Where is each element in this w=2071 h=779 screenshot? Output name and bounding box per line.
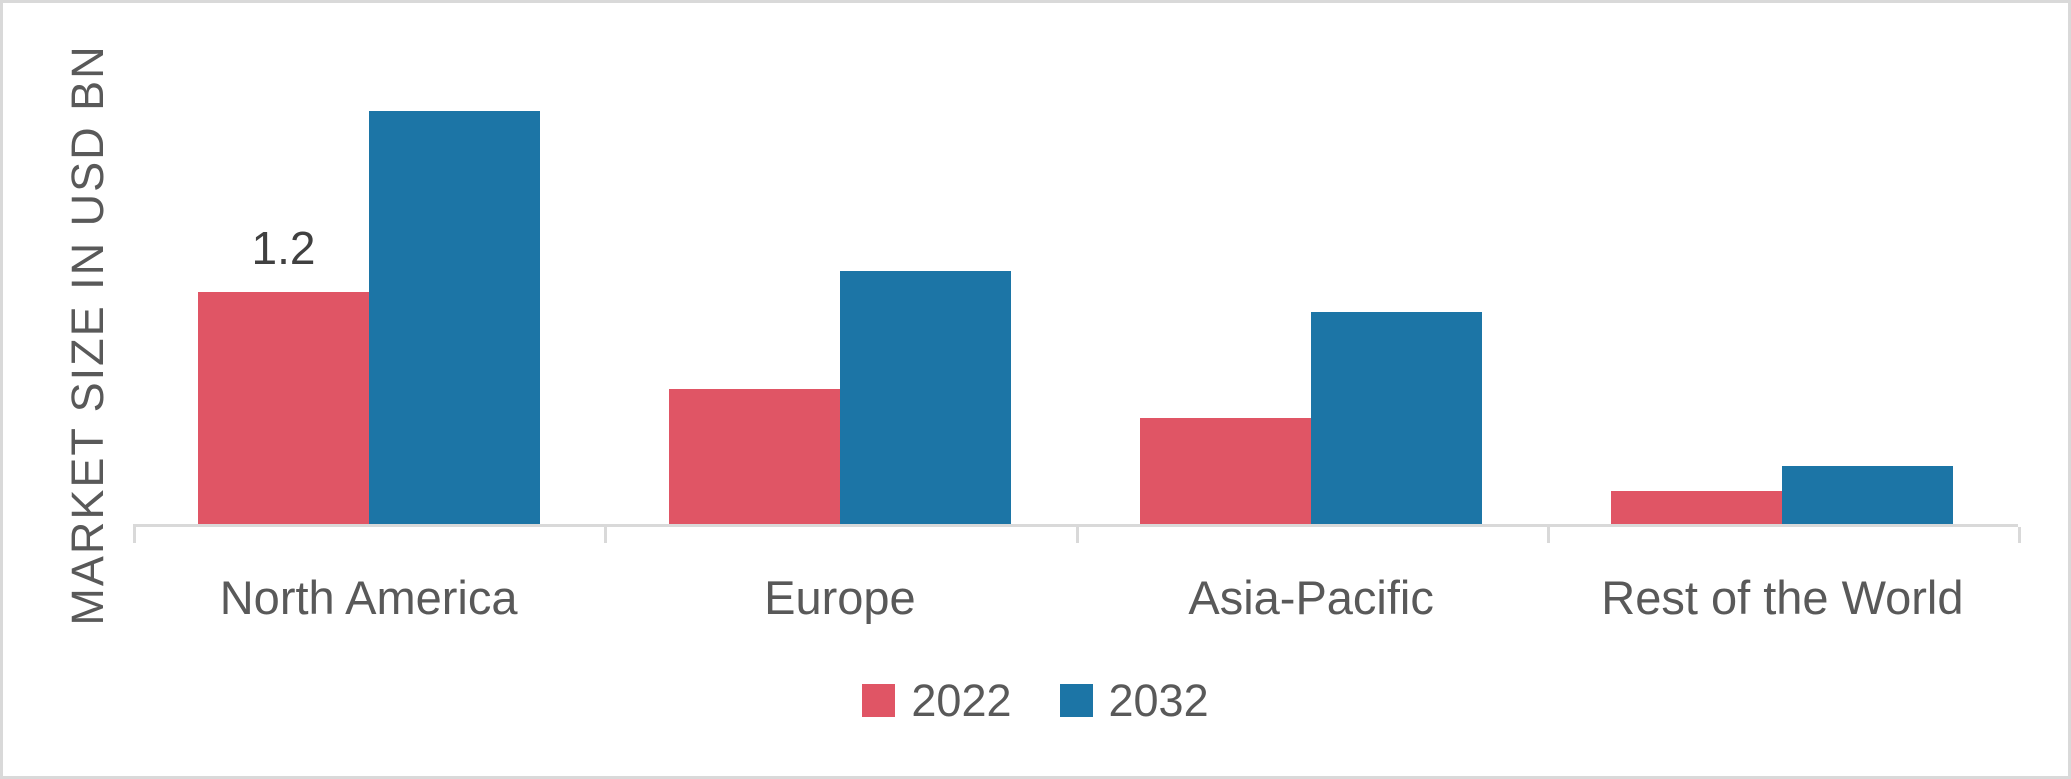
category-label-rest-of-the-world: Rest of the World	[1601, 571, 1964, 624]
category-label-asia-pacific: Asia-Pacific	[1188, 571, 1434, 624]
x-axis-tick	[1547, 527, 1550, 543]
bar-2032-asia-pacific	[1311, 312, 1482, 524]
bar-2022-europe	[669, 389, 840, 524]
bar-2022-rest-of-the-world	[1611, 491, 1782, 524]
x-axis-tick	[133, 527, 136, 543]
bar-2032-rest-of-the-world	[1782, 466, 1953, 524]
x-axis-category-labels: North America Europe Asia-Pacific Rest of t…	[133, 572, 2018, 624]
x-axis-tick	[1076, 527, 1079, 543]
bar-2032-europe	[840, 271, 1011, 524]
legend-swatch-icon	[1059, 684, 1093, 717]
legend-item-2032: 2032	[1059, 675, 1209, 726]
y-axis-title: MARKET SIZE IN USD BN	[62, 44, 113, 626]
bar-2022-north-america	[198, 292, 369, 524]
x-axis-tick	[604, 527, 607, 543]
legend-swatch-icon	[862, 684, 896, 717]
legend-item-2022: 2022	[862, 675, 1012, 726]
category-label-europe: Europe	[764, 571, 916, 624]
x-axis-tick	[2018, 527, 2021, 543]
legend-label-2022: 2022	[911, 675, 1012, 726]
category-label-north-america: North America	[219, 571, 518, 624]
legend-label-2032: 2032	[1108, 675, 1209, 726]
bar-2022-asia-pacific	[1140, 418, 1311, 524]
data-label-2022-north-america: 1.2	[251, 222, 316, 274]
legend: 2022 2032	[0, 678, 2071, 723]
bar-2032-north-america	[369, 111, 540, 524]
x-axis-line	[133, 524, 2018, 527]
plot-area: 1.2	[133, 0, 2021, 543]
